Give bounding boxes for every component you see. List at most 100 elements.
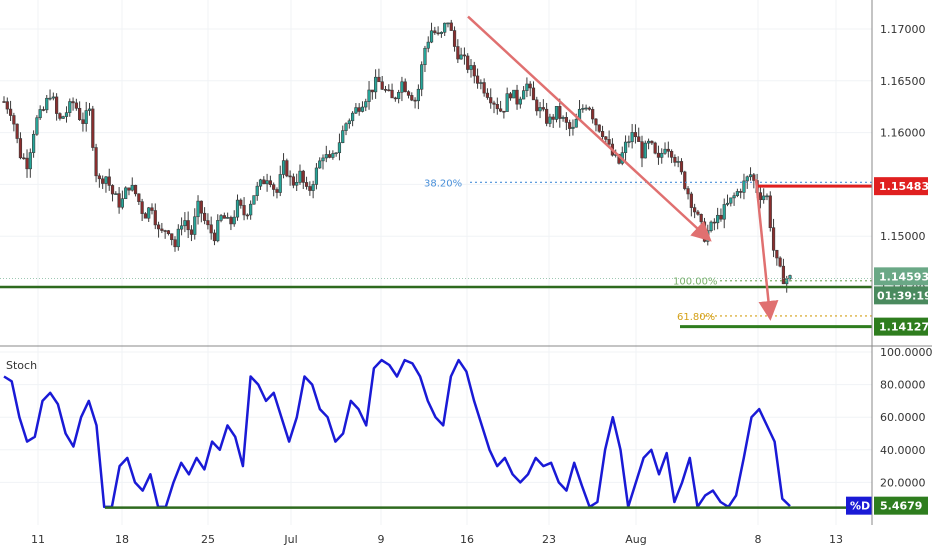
candle-body [574,118,578,128]
candle-body [492,102,496,105]
time-tick-label: 16 [460,533,474,546]
candle-body [666,148,670,152]
price-tick-label: 1.17000 [880,23,926,36]
candle-body [12,115,16,125]
candle-body [156,224,161,230]
candle-body [725,202,730,205]
candle-body [538,107,542,112]
resistance-price-tag: 1.15483 [879,180,929,193]
candle-body [558,106,562,119]
oscillator-panel: Stoch 20.0000 40.0000 60.0000 80.0000 100.00… [0,346,932,515]
timer-tag: 01:39:19 [877,289,932,302]
candle-body [752,174,756,181]
candle-body [561,117,565,119]
osc-current-label: %D [850,500,870,513]
price-candles [2,19,792,293]
trend-arrow-2 [754,179,779,321]
osc-value-bg [874,496,928,515]
candle-body [512,89,516,99]
candle-body [22,157,26,160]
candle-body [94,147,98,177]
candle-body [420,64,424,90]
candle-body [28,152,32,170]
candle-body [25,157,29,170]
price-tick-label: 1.16500 [880,75,926,88]
candle-body [298,170,302,183]
candle-body [502,110,506,113]
candle-body [716,214,720,224]
candle-body [413,99,417,102]
candle-body [693,207,697,213]
candle-body [321,157,325,162]
candle-body [568,122,572,129]
candle-body [308,186,312,191]
time-tick-label: 18 [115,533,129,546]
candle-body [140,201,144,214]
candle-body [173,239,177,248]
candle-body [110,185,115,195]
candle-body [498,108,503,112]
candle-body [745,176,749,182]
candle-body [729,197,733,204]
candle-body [163,230,167,232]
osc-tick-label: 60.0000 [880,411,926,424]
candle-body [183,220,187,227]
candle-body [124,187,128,199]
price-tick-label: 1.16000 [880,127,926,140]
target-price-tag-bg [874,317,928,336]
stoch-line [3,358,791,509]
candle-body [130,184,134,191]
candle-body [48,97,52,100]
candle-body [61,116,65,119]
candle-body [347,120,351,125]
candle-body [357,107,361,112]
candle-body [193,216,197,235]
candle-body [374,76,378,93]
candle-body [114,193,118,195]
candle-body [748,174,753,178]
oscillator-axis: 20.0000 40.0000 60.0000 80.0000 100.0000 %D 5.… [846,346,932,515]
candle-body [186,220,190,231]
candle-body [229,217,233,225]
candle-body [515,89,519,105]
fib-level-label: 100.00% [673,277,718,288]
candle-body [235,199,240,218]
candle-body [58,113,62,119]
candle-body [607,139,611,145]
candle-body [686,188,690,195]
target-price-tag: 1.14127 [879,321,929,334]
candle-body [226,217,230,219]
candle-body [249,203,253,216]
candle-body [354,107,358,114]
candle-body [334,152,338,155]
candle-body [2,101,6,103]
candle-body [107,176,111,186]
candle-body [242,205,246,216]
candle-body [650,140,654,144]
time-axis: 11 18 25 Jul 9 16 23 Aug 8 13 [31,533,843,546]
candle-body [189,229,194,235]
candle-body [443,22,447,33]
candle-body [643,142,647,159]
time-tick-label: 25 [201,533,215,546]
price-panel: 38.20%100.00%61.80% 1.145001.150001.1550… [0,0,932,525]
candle-body [676,161,680,163]
candle-body [765,195,769,198]
candle-body [117,193,121,208]
candle-body [137,193,141,202]
candle-body [600,131,605,138]
candle-body [64,112,69,117]
price-horizontal-lines: 38.20% 100.00% 61.80% [0,178,872,329]
candle-body [176,228,180,248]
candle-body [295,182,299,186]
candle-body [633,132,638,138]
candle-body [587,107,591,110]
candle-body [660,152,664,158]
candle-body [153,210,157,226]
candle-body [545,108,549,124]
trend-arrow-1 [467,15,712,242]
candle-body [571,126,575,129]
fib-level-label: 38.20% [424,178,462,189]
candle-body [222,215,226,219]
